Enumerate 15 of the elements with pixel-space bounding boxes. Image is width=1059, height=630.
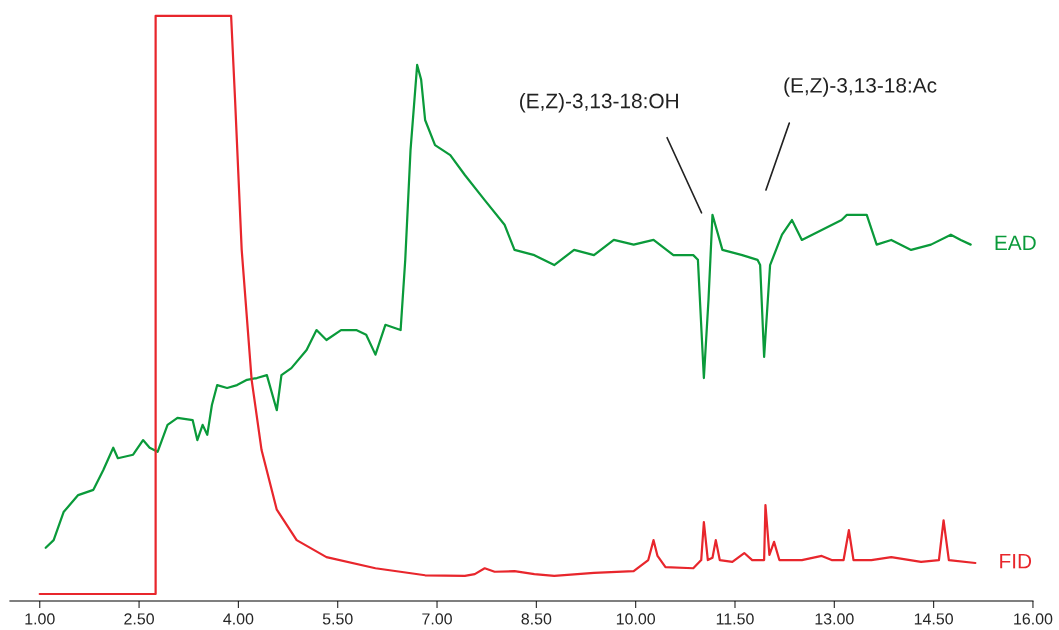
x-tick-label: 2.50 xyxy=(124,613,154,625)
annotation: (E,Z)-3,13-18:Ac xyxy=(784,77,937,97)
x-tick-label: 11.50 xyxy=(716,613,754,625)
x-tick-label: 5.50 xyxy=(322,613,353,625)
x-tick-label: 14.50 xyxy=(914,613,953,625)
annotation: (E,Z)-3,13-18:OH xyxy=(520,93,678,113)
series-label: FID xyxy=(1000,554,1032,569)
x-tick-label: 10.00 xyxy=(616,613,656,625)
series-label: EAD xyxy=(995,235,1036,251)
x-tick-label: 1.00 xyxy=(25,613,55,625)
x-tick-label: 8.50 xyxy=(521,613,552,625)
x-tick-label: 16.00 xyxy=(1014,613,1053,625)
x-tick-label: 7.00 xyxy=(422,613,452,625)
x-tick-label: 13.00 xyxy=(815,613,854,625)
x-tick-label: 4.00 xyxy=(223,613,254,625)
